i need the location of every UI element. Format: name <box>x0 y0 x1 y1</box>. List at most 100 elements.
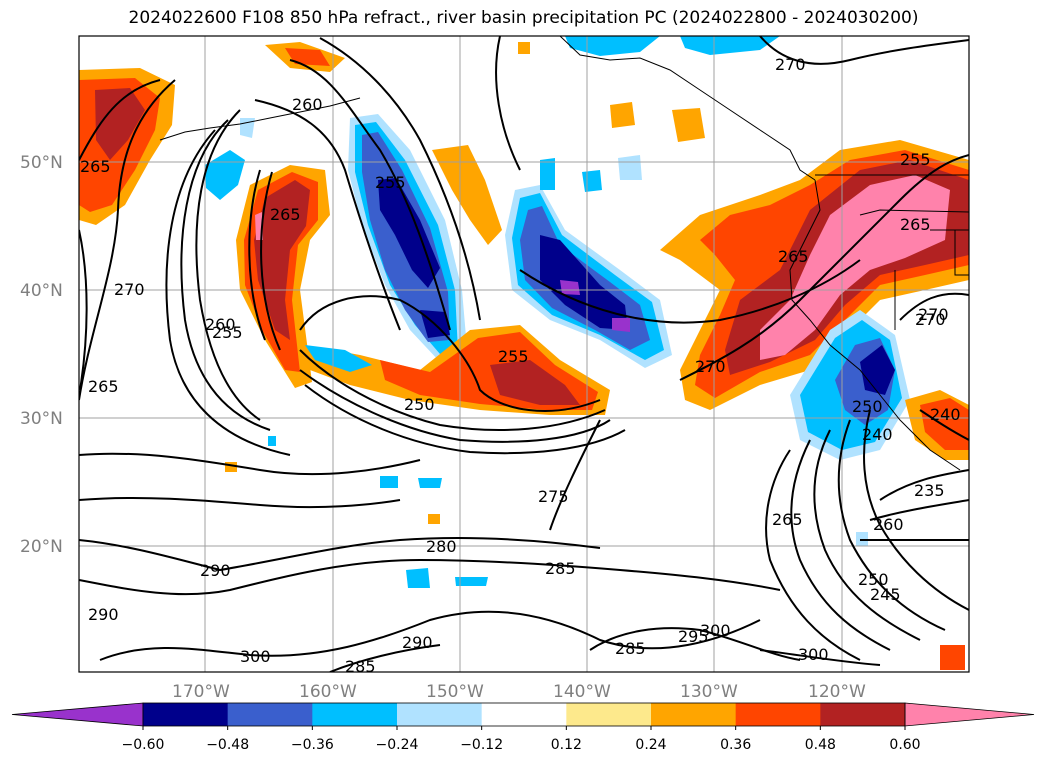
shade-blue-140-purple-2 <box>612 318 630 332</box>
shade-orange-148 <box>432 145 502 245</box>
contour-label: 280 <box>426 537 457 556</box>
contour-lines <box>79 36 969 672</box>
lon-label: 140°W <box>553 682 611 702</box>
contour-label: 265 <box>88 377 119 396</box>
colorbar: −0.60 −0.48 −0.36 −0.24 −0.12 0.12 0.24 0.36 0.4… <box>11 702 1035 753</box>
shade-blue-top-2 <box>680 36 780 55</box>
lat-label: 20°N <box>20 537 63 557</box>
contour-ak <box>919 409 969 441</box>
contour-label: 290 <box>200 561 231 580</box>
colorbar-tick-label: 0.36 <box>720 737 751 753</box>
contour-label: 270 <box>915 310 946 329</box>
contour-label: 265 <box>772 510 803 529</box>
contour-label: 290 <box>402 633 433 652</box>
colorbar-extend-low <box>11 702 144 727</box>
shade-spot-3 <box>406 568 430 588</box>
contour-n <box>304 384 626 455</box>
contour-label: 285 <box>615 639 646 658</box>
contour-ah <box>589 627 801 661</box>
shade-spot-9 <box>268 436 276 446</box>
shade-band-blue <box>305 345 372 372</box>
contour-label: 285 <box>345 657 376 676</box>
contour-label: 260 <box>292 95 323 114</box>
lon-label: 120°W <box>808 682 866 702</box>
contour-g <box>248 169 266 341</box>
contour-label: 240 <box>862 425 893 444</box>
shade-coast-pink <box>760 175 950 360</box>
colorbar-segment <box>143 703 229 726</box>
shade-blue-140-dark <box>540 235 628 330</box>
contour-p <box>519 259 861 324</box>
contour-t <box>79 496 401 509</box>
contour-label: 255 <box>375 173 406 192</box>
chart-title: 2024022600 F108 850 hPa refract., river … <box>128 8 919 28</box>
contour-label: 275 <box>538 487 569 506</box>
contour-label: 300 <box>798 645 829 664</box>
colorbar-tick-label: −0.12 <box>460 737 503 753</box>
contour-label: 285 <box>545 559 576 578</box>
shade-blue-tongue-dark <box>378 178 440 288</box>
contour-label: 240 <box>930 405 961 424</box>
colorbar-frame <box>142 702 906 727</box>
contour-label: 255 <box>212 323 243 342</box>
contour-v <box>765 449 861 661</box>
coastlines <box>159 36 969 471</box>
lon-label: 160°W <box>299 682 357 702</box>
contour-ag <box>329 644 441 672</box>
shade-band-dark <box>490 360 580 405</box>
map-frame <box>78 35 970 673</box>
colorbar-tick-label: 0.48 <box>805 737 836 753</box>
contour-e <box>180 119 271 431</box>
contour-label: 235 <box>914 481 945 500</box>
contour-label: 255 <box>900 150 931 169</box>
contour-label: 265 <box>270 205 301 224</box>
shade-blue-spot-b <box>582 170 602 192</box>
contour-f <box>165 129 291 456</box>
lon-label: 150°W <box>426 682 484 702</box>
colorbar-segment <box>397 703 483 726</box>
coast-alaska <box>559 36 816 181</box>
contour-ab <box>869 499 969 521</box>
contour-label: 295 <box>678 627 709 646</box>
contour-x <box>813 429 921 641</box>
contour-c <box>254 99 401 331</box>
contour-label: 260 <box>205 315 236 334</box>
colorbar-segment <box>227 703 313 726</box>
contour-label: 260 <box>873 515 904 534</box>
contour-b <box>79 79 176 401</box>
coast-bc <box>789 179 961 471</box>
contour-m <box>299 369 611 443</box>
contour-label: 245 <box>870 585 901 604</box>
lat-label: 50°N <box>20 153 63 173</box>
colorbar-segment <box>735 703 821 726</box>
shade-blue-140-purple <box>560 280 580 295</box>
shade-spot-8 <box>518 42 530 54</box>
contour-af <box>99 610 761 661</box>
contour-j <box>319 37 481 321</box>
colorbar-segment <box>312 703 398 726</box>
colorbar-segment <box>820 703 906 726</box>
contour-label: 300 <box>700 621 731 640</box>
contour-y <box>837 419 946 631</box>
shade-orange-133 <box>610 102 635 128</box>
contour-r <box>759 36 969 65</box>
graticule <box>79 36 969 672</box>
shade-spot-1 <box>380 476 398 488</box>
contour-k <box>299 295 601 412</box>
shade-east-red <box>920 398 969 450</box>
colorbar-tick-label: −0.48 <box>206 737 249 753</box>
shade-spot-2 <box>418 478 442 488</box>
contour-label: 270 <box>695 357 726 376</box>
colorbar-tick-label: −0.36 <box>291 737 334 753</box>
contour-label: 290 <box>88 605 119 624</box>
border-states <box>859 209 969 330</box>
contour-h <box>260 171 281 351</box>
contour-u <box>549 419 601 531</box>
colorbar-tick-label: 0.60 <box>889 737 920 753</box>
contour-label: 265 <box>900 215 931 234</box>
shade-blue-spot-c <box>618 155 642 180</box>
contour-label: 265 <box>80 157 111 176</box>
shade-orange-131 <box>672 108 705 142</box>
contour-label: 255 <box>498 347 529 366</box>
